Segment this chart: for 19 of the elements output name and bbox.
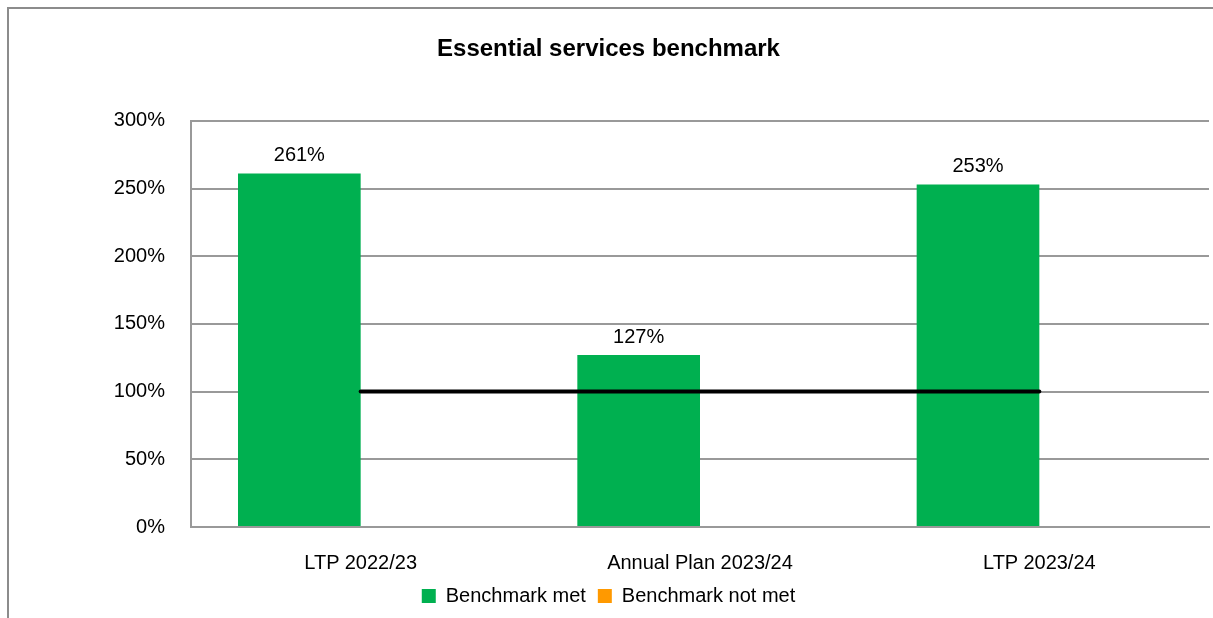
y-tick-label: 150% — [113, 311, 166, 334]
bar — [238, 173, 361, 526]
y-tick-label: 250% — [113, 176, 166, 199]
legend-label: Benchmark met — [445, 583, 587, 606]
data-label: 253% — [952, 153, 1004, 176]
x-tick-label: LTP 2022/23 — [304, 550, 418, 573]
data-label: 261% — [273, 143, 326, 166]
bar — [577, 355, 700, 526]
y-tick-label: 0% — [136, 514, 166, 537]
bar — [916, 184, 1040, 526]
y-tick-label: 50% — [124, 446, 166, 469]
legend-label: Benchmark not met — [621, 583, 796, 606]
y-tick-label: 300% — [113, 108, 166, 131]
x-tick-label: LTP 2023/24 — [982, 550, 1096, 573]
x-tick-label: Annual Plan 2023/24 — [607, 550, 793, 573]
chart-title: Essential services benchmark — [437, 34, 781, 62]
data-label: 127% — [613, 324, 665, 347]
y-tick-label: 100% — [113, 379, 166, 402]
y-tick-label: 200% — [113, 243, 166, 266]
